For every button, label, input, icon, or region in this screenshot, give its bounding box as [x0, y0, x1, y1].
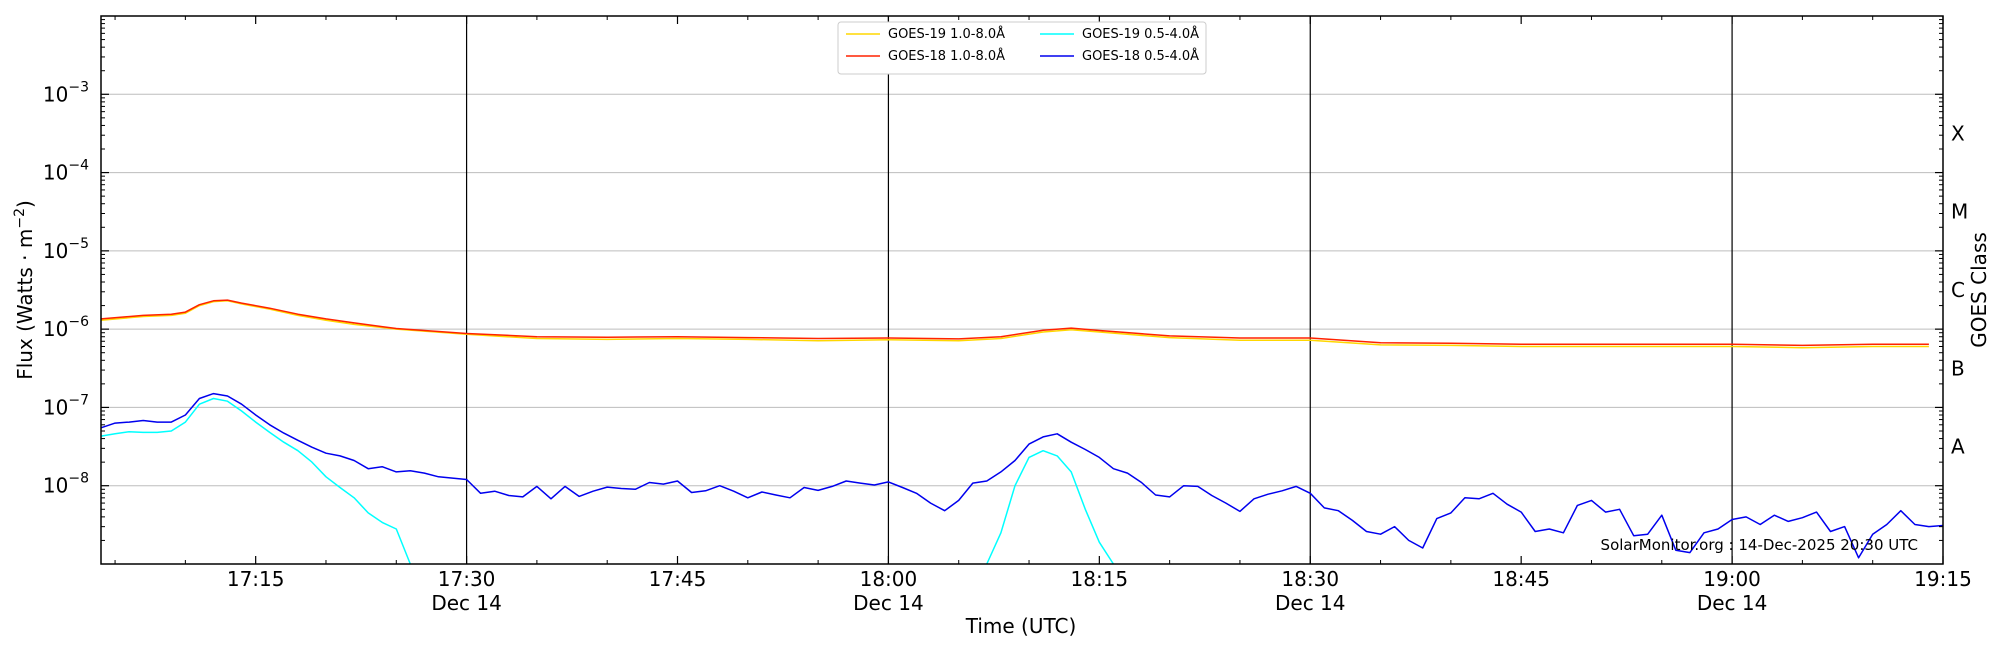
x-tick-date-label: Dec 14	[431, 591, 502, 615]
goes-class-label: A	[1951, 435, 1965, 459]
goes-class-labels: A B C M X	[1951, 121, 1968, 458]
plot-frame	[100, 15, 1944, 565]
legend-entries: GOES-19 1.0-8.0Å GOES-18 1.0-8.0Å GOES-19 …	[846, 26, 1199, 64]
series-lines	[100, 299, 1944, 565]
y-tick-label: 10−3	[43, 79, 89, 106]
vertical-day-lines	[465, 16, 1733, 564]
x-tick-date-label: Dec 14	[853, 591, 924, 615]
y-axis-title: Flux (Watts · m−2)	[12, 200, 37, 380]
x-tick-date-label: Dec 14	[1697, 591, 1768, 615]
x-axis-title: Time (UTC)	[965, 614, 1077, 638]
series-line	[100, 397, 411, 565]
goes-class-label: C	[1951, 278, 1965, 302]
x-tick-date-label: Dec 14	[1275, 591, 1346, 615]
x-tick-label: 17:30	[438, 567, 496, 591]
series-line	[100, 392, 1944, 559]
y-tick-label: 10−6	[43, 314, 89, 341]
series-line	[100, 299, 1929, 347]
legend-label: GOES-18 1.0-8.0Å	[888, 48, 1005, 64]
x-tick-label: 18:30	[1281, 567, 1339, 591]
x-tick-label: 19:00	[1703, 567, 1761, 591]
y-tick-label: 10−7	[43, 392, 89, 419]
legend-label: GOES-19 0.5-4.0Å	[1082, 26, 1199, 42]
x-tick-label: 18:15	[1071, 567, 1129, 591]
y-tick-label: 10−4	[43, 158, 89, 185]
x-tick-label: 19:15	[1914, 567, 1972, 591]
legend: GOES-19 1.0-8.0Å GOES-18 1.0-8.0Å GOES-19 …	[837, 21, 1207, 75]
axis-ticks	[101, 16, 1944, 564]
x-tick-label: 17:45	[649, 567, 707, 591]
x-tick-label: 18:00	[860, 567, 918, 591]
goes-class-axis-title: GOES Class	[1967, 232, 1991, 348]
y-tick-labels: 10−8 10−7 10−6 10−5 10−4 10−3	[43, 79, 89, 497]
x-tick-label: 18:45	[1492, 567, 1550, 591]
series-line	[986, 449, 1115, 565]
y-tick-label: 10−8	[43, 471, 89, 498]
footer-credit: SolarMonitor.org : 14-Dec-2025 20:30 UTC	[1601, 536, 1918, 554]
y-tick-label: 10−5	[43, 236, 89, 263]
goes-class-label: B	[1951, 356, 1965, 380]
legend-box	[837, 21, 1207, 75]
goes-class-label: X	[1951, 121, 1965, 145]
x-tick-label: 17:15	[227, 567, 285, 591]
goes-class-label: M	[1951, 200, 1968, 224]
legend-label: GOES-19 1.0-8.0Å	[888, 26, 1005, 42]
legend-label: GOES-18 0.5-4.0Å	[1082, 48, 1199, 64]
